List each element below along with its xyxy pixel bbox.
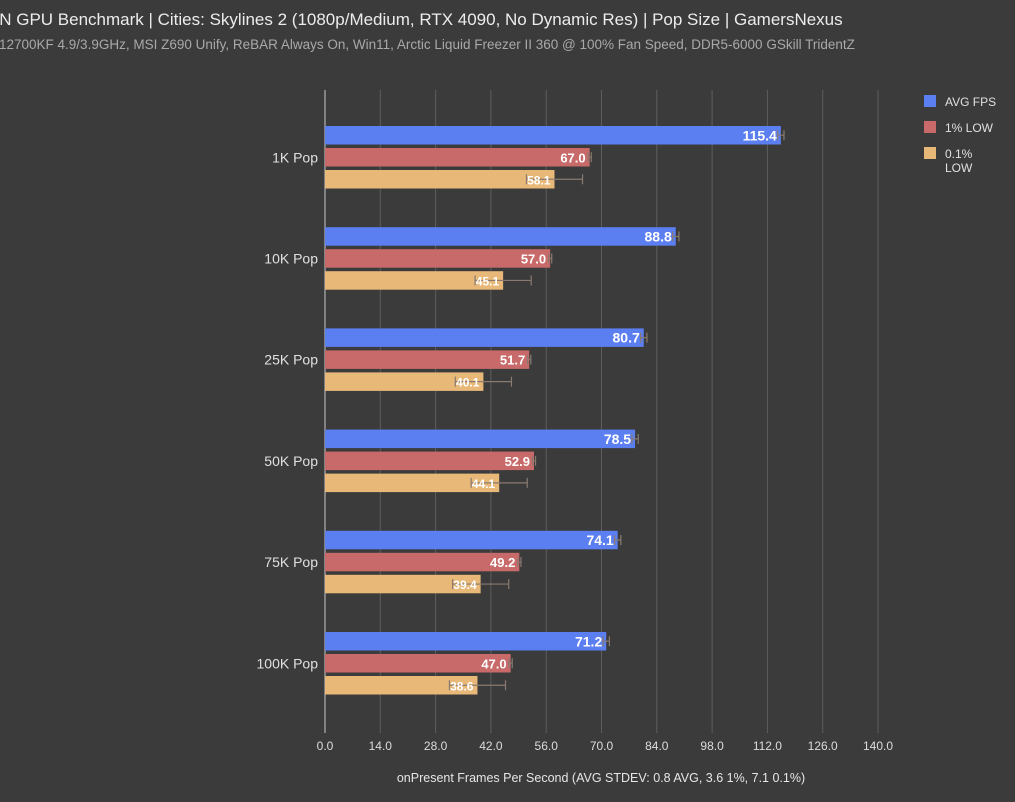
bar xyxy=(325,372,484,391)
data-label: 44.1 xyxy=(472,477,496,491)
x-tick-label: 98.0 xyxy=(700,739,724,753)
bar xyxy=(325,654,511,673)
category-labels: 1K Pop 10K Pop 25K Pop 50K Pop 75K Pop 100K P… xyxy=(257,149,319,671)
data-label: 74.1 xyxy=(586,532,613,548)
chart-title: GN GPU Benchmark | Cities: Skylines 2 (1… xyxy=(0,10,843,29)
x-tick-label: 0.0 xyxy=(317,739,334,753)
bar xyxy=(325,271,504,290)
data-label: 49.2 xyxy=(490,555,515,570)
bar xyxy=(325,126,781,145)
data-label: 39.4 xyxy=(453,578,477,592)
x-tick-labels: 0.0 14.0 28.0 42.0 56.0 70.0 84.0 98.0 112.0 126.… xyxy=(317,739,894,753)
bar xyxy=(325,148,590,167)
bar xyxy=(325,350,530,369)
legend-label: 0.1% xyxy=(945,147,973,161)
category-label: 1K Pop xyxy=(272,149,318,165)
data-label: 57.0 xyxy=(521,251,546,266)
data-label: 51.7 xyxy=(500,353,525,368)
data-label: 67.0 xyxy=(560,150,585,165)
bar xyxy=(325,227,676,246)
data-label: 38.6 xyxy=(450,679,474,693)
chart-subtitle: i7-12700KF 4.9/3.9GHz, MSI Z690 Unify, R… xyxy=(0,37,855,52)
x-tick-label: 14.0 xyxy=(369,739,393,753)
legend-label: 1% LOW xyxy=(945,121,994,135)
bar xyxy=(325,676,478,695)
x-axis-label: onPresent Frames Per Second (AVG STDEV: … xyxy=(397,771,805,785)
data-label: 47.0 xyxy=(481,656,506,671)
data-label: 40.1 xyxy=(456,376,480,390)
legend-swatch xyxy=(924,95,936,107)
bar xyxy=(325,473,500,493)
x-tick-label: 112.0 xyxy=(753,739,782,753)
x-tick-label: 126.0 xyxy=(808,739,838,753)
bar xyxy=(325,574,481,594)
bar xyxy=(325,530,618,550)
bar xyxy=(325,429,636,449)
bar xyxy=(325,249,551,268)
legend: AVG FPS 1% LOW 0.1%LOW xyxy=(924,95,996,175)
bar xyxy=(325,328,644,347)
data-label: 80.7 xyxy=(613,330,640,346)
x-tick-label: 140.0 xyxy=(863,739,893,753)
bars: 115.4 67.0 58.1 88.8 57.0 45.1 80.7 51.7 40.1 78.… xyxy=(325,126,785,695)
category-label: 50K Pop xyxy=(264,453,318,469)
x-tick-label: 42.0 xyxy=(479,739,503,753)
x-tick-label: 56.0 xyxy=(535,739,559,753)
bar xyxy=(325,451,534,471)
x-tick-label: 28.0 xyxy=(424,739,448,753)
category-label: 100K Pop xyxy=(257,655,319,671)
data-label: 115.4 xyxy=(743,127,777,143)
data-label: 71.2 xyxy=(575,633,602,649)
data-label: 78.5 xyxy=(604,431,631,447)
data-label: 88.8 xyxy=(645,228,672,244)
legend-swatch xyxy=(924,121,936,133)
gridlines xyxy=(324,90,879,733)
category-label: 25K Pop xyxy=(264,352,318,368)
x-tick-label: 70.0 xyxy=(590,739,614,753)
legend-swatch xyxy=(924,147,936,159)
bar xyxy=(325,552,520,572)
data-label: 45.1 xyxy=(476,274,500,288)
x-tick-label: 84.0 xyxy=(645,739,669,753)
category-label: 75K Pop xyxy=(264,554,318,570)
bar xyxy=(325,632,607,651)
legend-label: LOW xyxy=(945,161,973,175)
legend-label: AVG FPS xyxy=(945,95,996,109)
data-label: 58.1 xyxy=(527,173,551,187)
data-label: 52.9 xyxy=(505,454,530,469)
bar xyxy=(325,170,555,189)
category-label: 10K Pop xyxy=(264,250,318,266)
